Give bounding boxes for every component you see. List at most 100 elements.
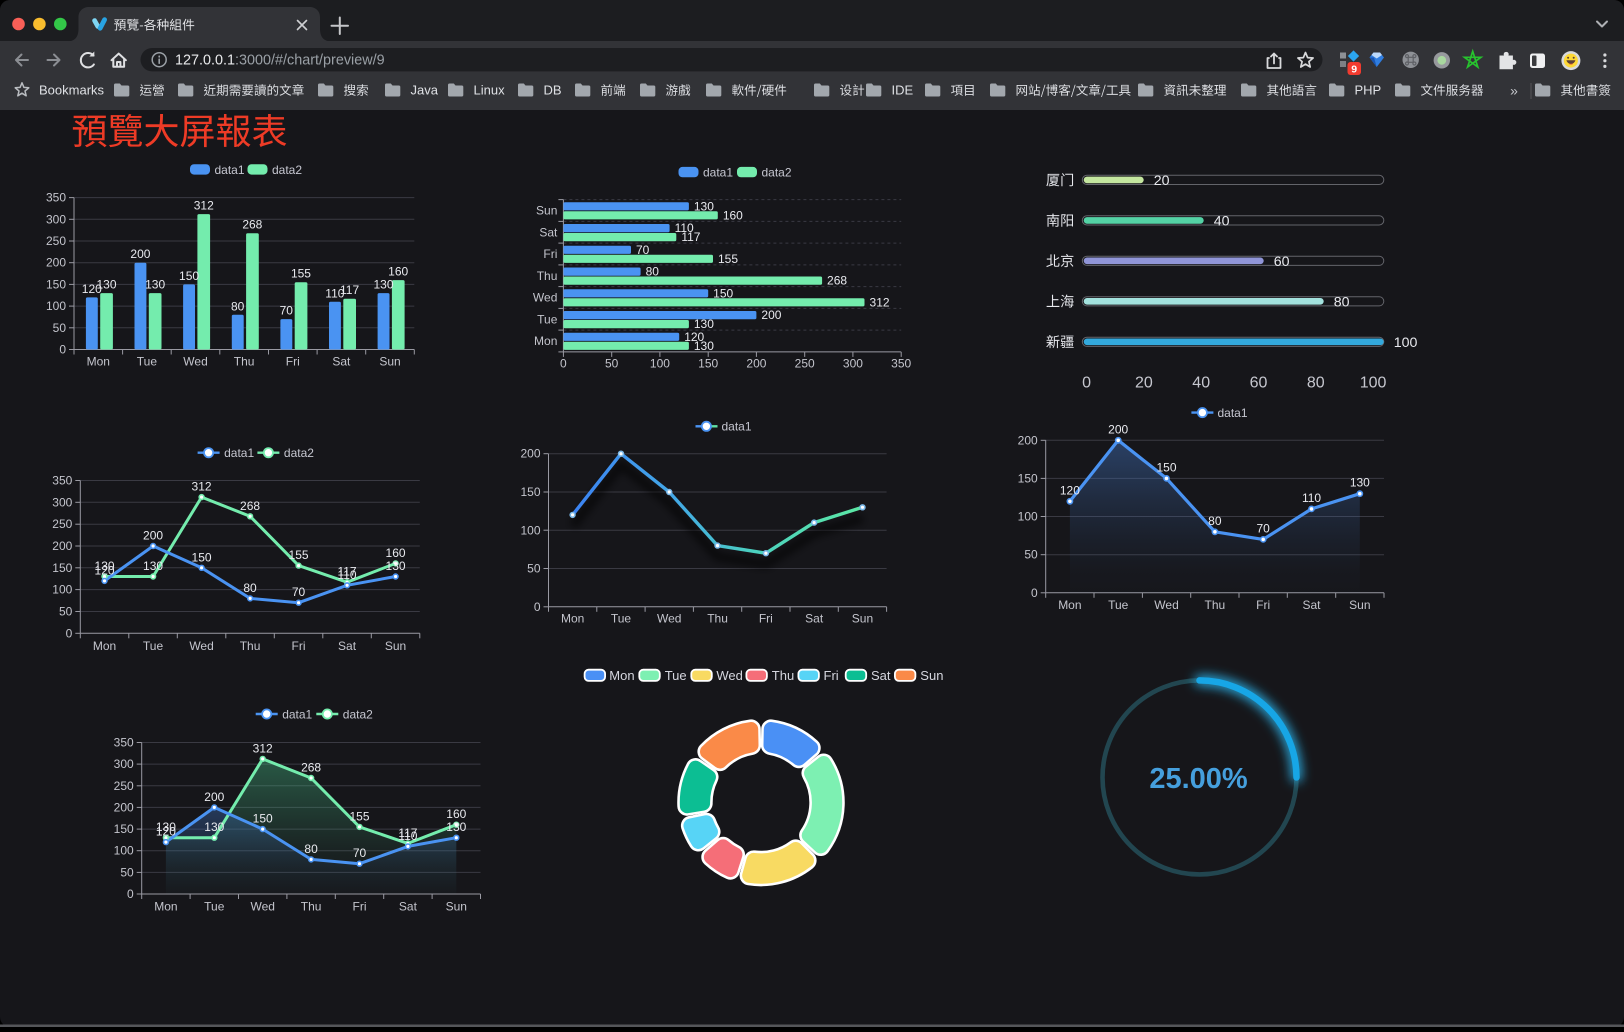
svg-text:Sat: Sat: [871, 668, 891, 683]
svg-text:100: 100: [114, 844, 134, 858]
svg-text:268: 268: [240, 499, 260, 513]
svg-text:Mon: Mon: [1058, 598, 1081, 612]
svg-text:Thu: Thu: [707, 612, 728, 626]
svg-text:250: 250: [795, 356, 815, 370]
svg-text:Sun: Sun: [446, 900, 467, 914]
svg-text:Sat: Sat: [539, 225, 558, 239]
svg-text:300: 300: [52, 495, 72, 509]
svg-text:Sun: Sun: [852, 612, 873, 626]
svg-text:Tue: Tue: [665, 668, 687, 683]
svg-text:155: 155: [291, 267, 311, 281]
svg-text:0: 0: [127, 887, 134, 901]
svg-text:Thu: Thu: [772, 668, 794, 683]
svg-text:130: 130: [694, 317, 714, 331]
svg-text:100: 100: [520, 523, 540, 537]
svg-text:Thu: Thu: [537, 269, 558, 283]
svg-text:350: 350: [114, 736, 134, 750]
svg-text:130: 130: [96, 278, 116, 292]
svg-text:IDE: IDE: [892, 83, 914, 98]
svg-text:150: 150: [520, 485, 540, 499]
svg-text:160: 160: [388, 265, 408, 279]
svg-text:200: 200: [761, 308, 781, 322]
svg-text:Fri: Fri: [543, 247, 557, 261]
svg-text:80: 80: [243, 581, 257, 595]
svg-text:160: 160: [386, 546, 406, 560]
svg-text:Wed: Wed: [657, 612, 681, 626]
svg-text:200: 200: [746, 356, 766, 370]
svg-text:Wed: Wed: [189, 639, 213, 653]
svg-text:130: 130: [373, 278, 393, 292]
svg-text:130: 130: [694, 339, 714, 353]
svg-text:Thu: Thu: [301, 900, 322, 914]
svg-text:Wed: Wed: [250, 900, 274, 914]
svg-text:Fri: Fri: [353, 900, 367, 914]
svg-text:160: 160: [723, 208, 743, 222]
svg-text:50: 50: [120, 865, 134, 879]
svg-text:70: 70: [353, 846, 367, 860]
svg-text:Mon: Mon: [154, 900, 177, 914]
svg-text:80: 80: [646, 265, 660, 279]
svg-text:155: 155: [349, 809, 369, 823]
svg-text:150: 150: [114, 822, 134, 836]
svg-text:100: 100: [1018, 510, 1038, 524]
svg-text:80: 80: [1307, 374, 1325, 391]
svg-text:data1: data1: [215, 163, 245, 177]
svg-text:Fri: Fri: [1256, 598, 1270, 612]
svg-text:0: 0: [534, 600, 541, 614]
svg-text:150: 150: [1157, 460, 1177, 474]
svg-text:40: 40: [1192, 374, 1210, 391]
svg-text:Fri: Fri: [759, 612, 773, 626]
svg-text:150: 150: [713, 286, 733, 300]
svg-text:350: 350: [46, 191, 66, 205]
svg-text:268: 268: [242, 218, 262, 232]
svg-text:Tue: Tue: [137, 355, 158, 369]
svg-text:350: 350: [52, 474, 72, 488]
svg-text:350: 350: [891, 356, 911, 370]
svg-text:70: 70: [292, 585, 306, 599]
svg-text:Fri: Fri: [824, 668, 839, 683]
svg-text:300: 300: [843, 356, 863, 370]
svg-text:120: 120: [684, 330, 704, 344]
svg-text:Sat: Sat: [332, 355, 351, 369]
svg-text:Mon: Mon: [561, 612, 584, 626]
svg-text:130: 130: [156, 820, 176, 834]
svg-text:70: 70: [280, 304, 294, 318]
svg-text:Tue: Tue: [1108, 598, 1129, 612]
svg-text:data1: data1: [224, 446, 254, 460]
svg-text:70: 70: [636, 243, 650, 257]
svg-text:268: 268: [301, 760, 321, 774]
svg-text:130: 130: [446, 820, 466, 834]
svg-text:0: 0: [66, 626, 73, 640]
svg-text:Mon: Mon: [609, 668, 634, 683]
svg-text:120: 120: [95, 563, 115, 577]
svg-text:data1: data1: [703, 166, 733, 180]
svg-text:312: 312: [253, 741, 273, 755]
svg-text:155: 155: [289, 548, 309, 562]
svg-text:150: 150: [1018, 471, 1038, 485]
svg-text:0: 0: [59, 343, 66, 357]
svg-text:80: 80: [1208, 514, 1222, 528]
svg-text:100: 100: [650, 356, 670, 370]
svg-text:130: 130: [1350, 476, 1370, 490]
svg-text:110: 110: [398, 829, 417, 843]
svg-text:150: 150: [253, 812, 273, 826]
svg-text:Linux: Linux: [474, 83, 506, 98]
svg-text:Thu: Thu: [1205, 598, 1226, 612]
svg-text:127.0.0.1:3000/#/chart/preview: 127.0.0.1:3000/#/chart/preview/9: [175, 53, 385, 69]
svg-text:200: 200: [1108, 422, 1128, 436]
svg-text:Wed: Wed: [1154, 598, 1178, 612]
svg-text:150: 150: [698, 356, 718, 370]
svg-text:250: 250: [114, 779, 134, 793]
svg-text:Fri: Fri: [286, 355, 300, 369]
svg-text:250: 250: [52, 517, 72, 531]
svg-text:200: 200: [1018, 433, 1038, 447]
svg-text:200: 200: [520, 447, 540, 461]
svg-text:80: 80: [304, 842, 318, 856]
svg-text:117: 117: [340, 283, 359, 297]
svg-text:50: 50: [527, 562, 541, 576]
svg-text:200: 200: [204, 790, 224, 804]
svg-text:25.00%: 25.00%: [1149, 763, 1248, 795]
svg-text:130: 130: [694, 199, 714, 213]
svg-text:130: 130: [143, 559, 163, 573]
svg-text:data2: data2: [284, 446, 314, 460]
